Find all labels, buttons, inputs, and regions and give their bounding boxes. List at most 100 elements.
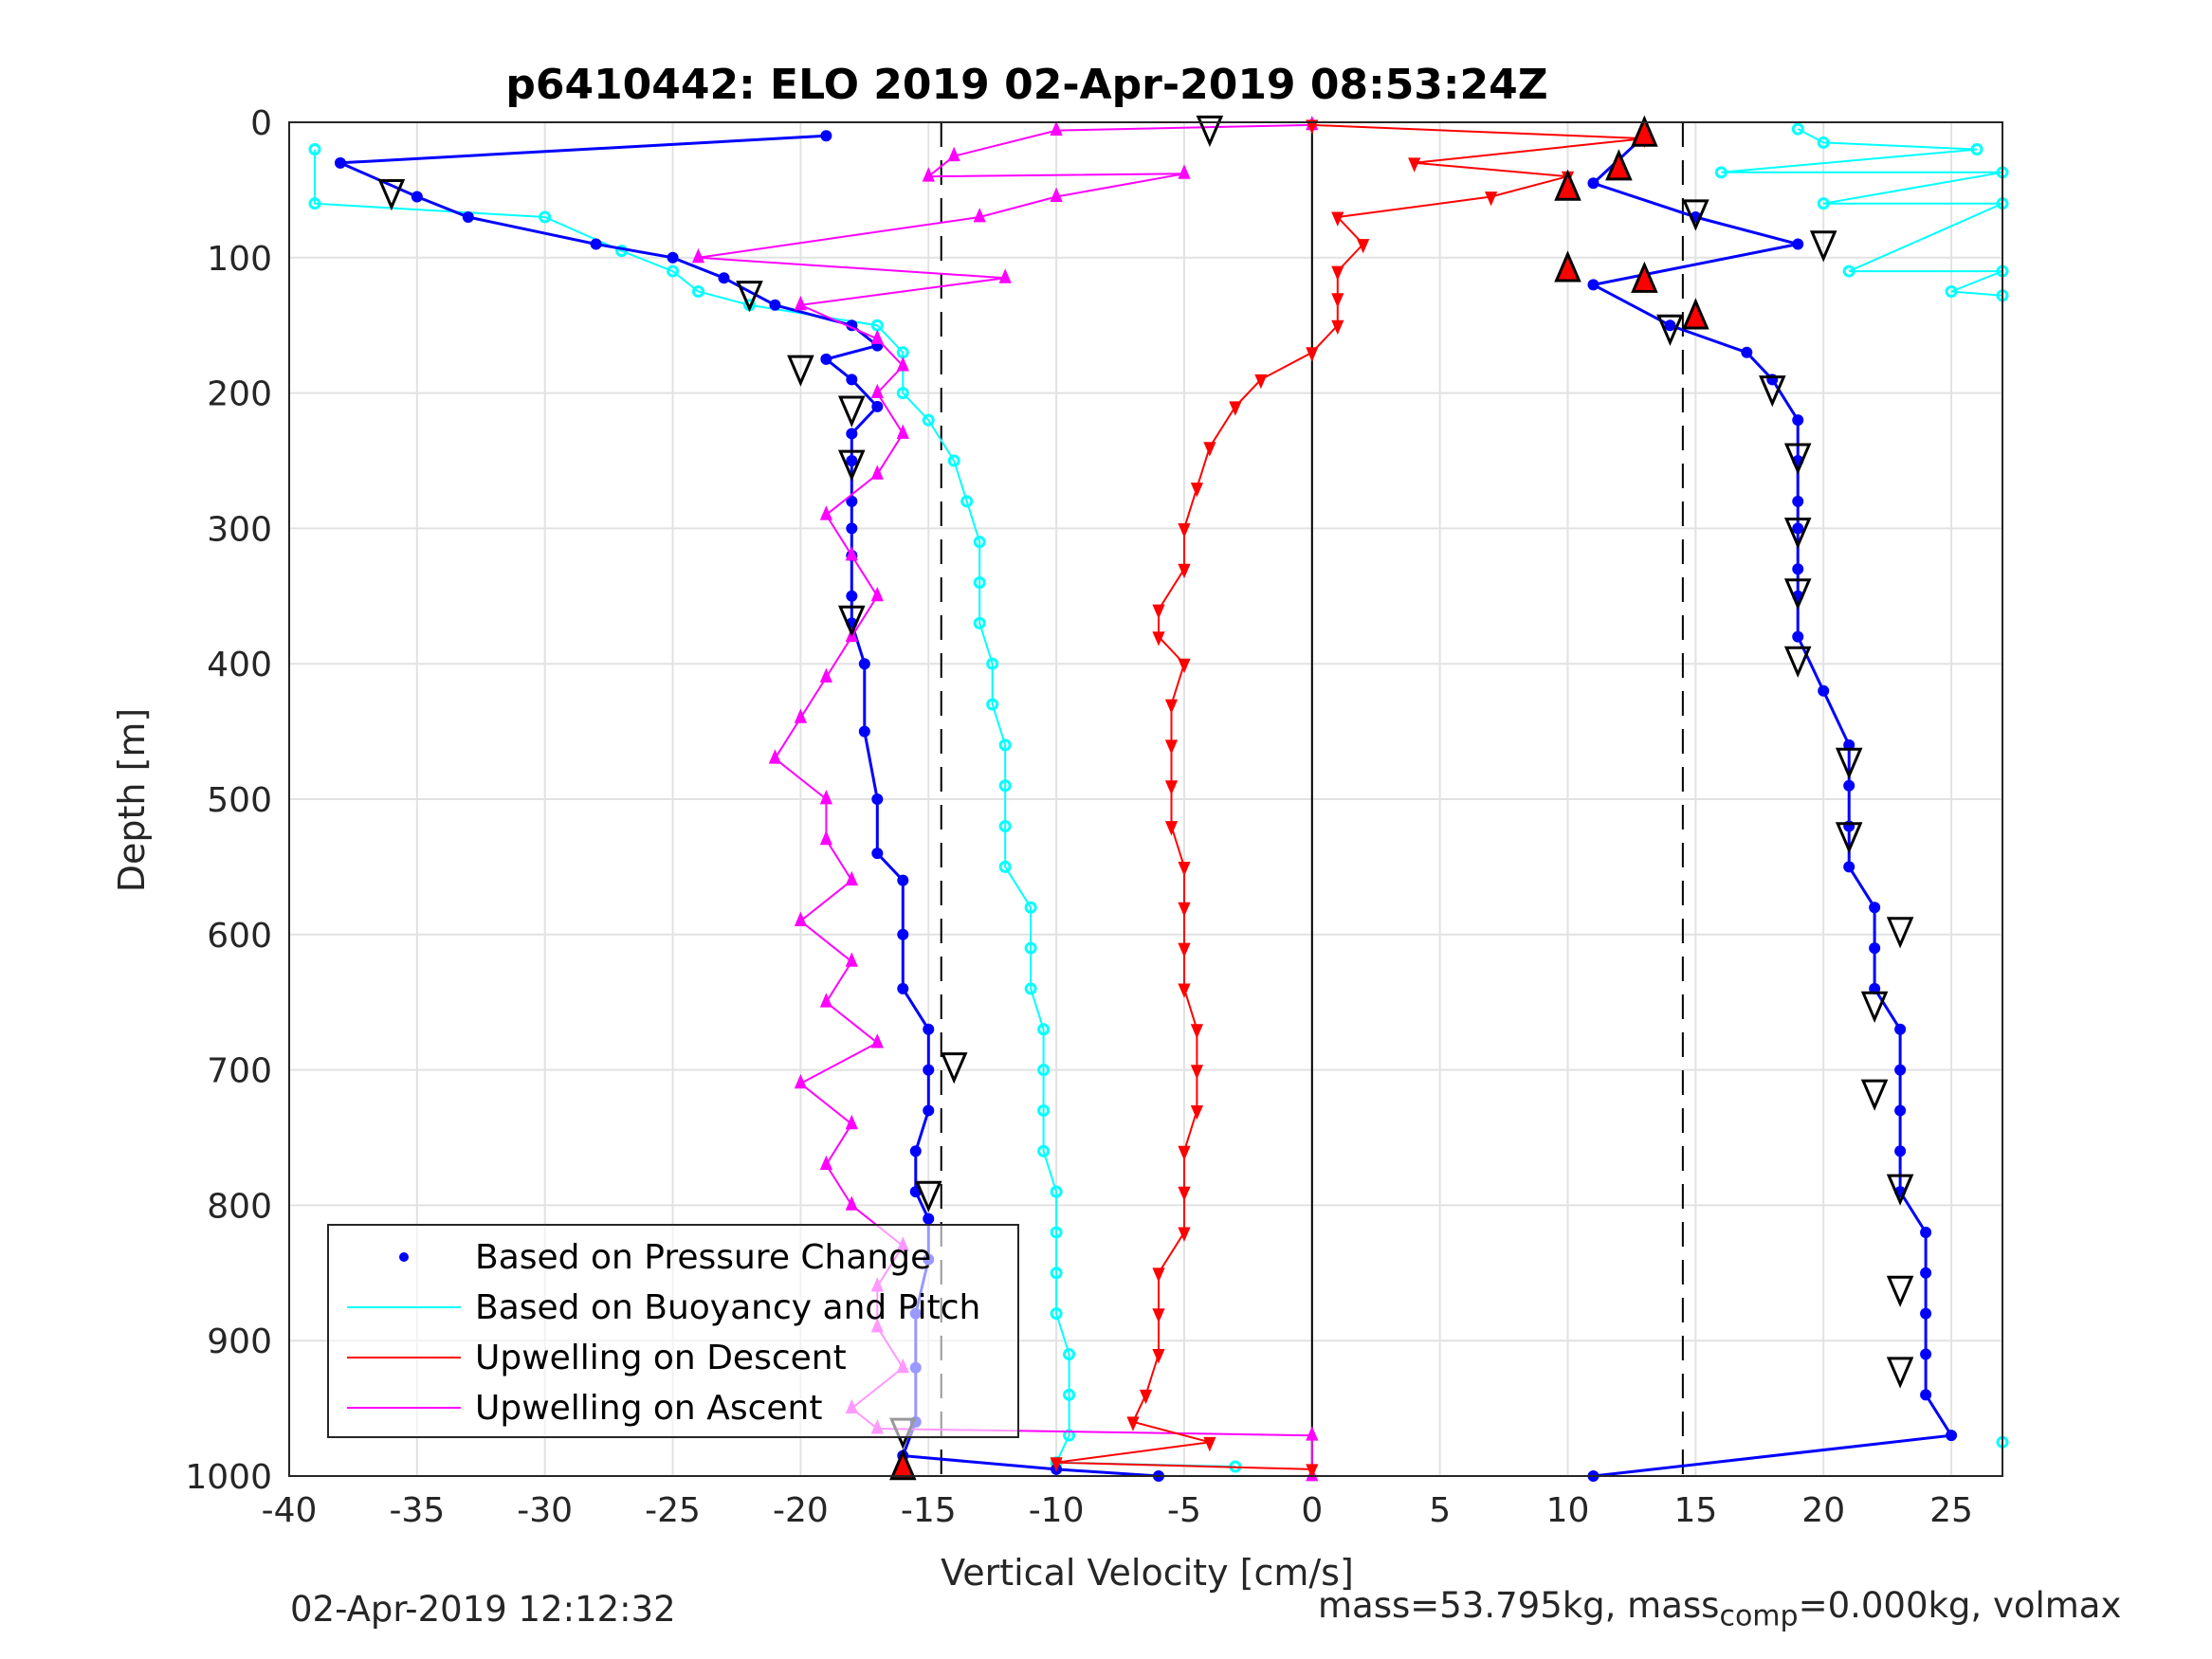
buoyancy-point [1063,1347,1076,1360]
buoyancy-point [667,264,680,278]
legend-label: Upwelling on Ascent [475,1389,822,1428]
footer-timestamp: 02-Apr-2019 12:12:32 [290,1589,676,1630]
open-triangle-marker [1835,747,1863,779]
pressure-point [667,251,679,264]
buoyancy-ascent-line [1721,128,2003,1443]
upwelling-descent-point [1229,401,1242,416]
upwelling-descent-point [1408,157,1421,173]
upwelling-ascent-point [896,424,909,439]
axes-box [288,121,2003,1477]
buoyancy-point [998,738,1012,752]
buoyancy-point [1024,901,1037,914]
pressure-point [846,495,858,507]
upwelling-descent-point [1139,1389,1153,1405]
upwelling-descent-point [1152,1267,1165,1283]
y-tick-label: 400 [207,646,272,684]
pressure-point [909,1145,922,1158]
upwelling-ascent-point [819,505,832,520]
buoyancy-point [947,454,960,467]
upwelling-ascent-point [1050,187,1063,202]
pressure-point [1894,1064,1907,1076]
open-triangle-marker [915,1180,942,1212]
open-triangle-marker [1783,518,1812,550]
upwelling-ascent-point [870,465,884,480]
upwelling-descent-point [1164,821,1179,836]
footer-mass-text: mass=53.795kg, masscomp=0.000kg, volmax [1318,1585,2121,1632]
upwelling-ascent-point [973,208,986,223]
pressure-point [1792,522,1804,535]
x-tick-label: -30 [517,1491,573,1530]
pressure-point [846,522,858,535]
buoyancy-point [1063,1388,1076,1401]
pressure-point [923,1023,935,1035]
pressure-point [1894,1023,1907,1035]
buoyancy-point [973,576,986,590]
y-tick-label: 200 [207,375,272,414]
pressure-point [1792,238,1804,250]
upwelling-ascent-point [845,1114,858,1130]
x-tick-label: -15 [901,1491,957,1530]
upwelling-ascent-point [819,790,832,805]
pressure-point [871,400,884,412]
buoyancy-point [692,285,705,298]
pressure-point [820,353,832,365]
pressure-point [897,982,909,994]
buoyancy-point [1817,136,1830,149]
pressure-point [871,848,884,860]
legend-label: Upwelling on Descent [475,1339,847,1377]
buoyancy-point [1037,1023,1051,1036]
buoyancy-point [1050,1226,1063,1239]
red-triangle-marker [1554,250,1581,283]
pressure-point [923,1064,935,1076]
pressure-point [1920,1307,1932,1320]
upwelling-descent-point [1203,442,1216,457]
upwelling-descent-point [1190,1105,1203,1121]
open-triangle-marker [1835,822,1863,854]
pressure-point [923,1104,935,1117]
upwelling-descent-point [1178,902,1191,918]
upwelling-ascent-point [870,329,884,344]
open-triangle-marker [1759,375,1786,408]
upwelling-descent-point [1178,658,1191,674]
upwelling-descent-point [1357,239,1370,254]
upwelling-descent-point [1306,347,1319,362]
pressure-point [1843,861,1856,873]
upwelling-descent-point [1306,1464,1319,1479]
pressure-point [1792,563,1804,575]
upwelling-descent-point [1152,631,1165,647]
x-tick-label: -40 [262,1491,318,1530]
open-triangle-marker [1886,1275,1914,1307]
pressure-point [871,793,884,805]
buoyancy-point [998,779,1012,793]
x-tick-label: 0 [1301,1491,1323,1530]
upwelling-descent-point [1190,483,1203,498]
buoyancy-point [1714,166,1728,179]
upwelling-descent-point [1152,1349,1165,1364]
open-triangle-marker [787,355,814,387]
upwelling-descent-point [1178,523,1191,538]
red-triangle-marker [889,1449,917,1481]
pressure-point [462,210,474,223]
upwelling-descent-point [1306,119,1319,135]
upwelling-ascent-point [947,146,960,162]
upwelling-ascent-point [1178,164,1191,179]
upwelling-descent-point [1254,374,1268,390]
y-tick-label: 1000 [185,1458,272,1497]
marker-layer [377,115,1914,1482]
pressure-point [334,156,346,169]
x-tick-label: 20 [1801,1491,1845,1530]
mass-subscript: comp [1719,1599,1799,1633]
tick-labels: -40 -35 -30 -25 -20 -15 -10 -5 0 5 10 15 20 25 0 100 200… [185,104,1973,1530]
pressure-point [1869,902,1881,914]
y-tick-label: 600 [207,917,272,956]
pressure-point [897,874,909,886]
open-triangle-marker [1809,230,1837,263]
buoyancy-point [539,210,552,224]
y-tick-label: 800 [207,1187,272,1226]
buoyancy-point [1037,1103,1051,1117]
pressure-point [1792,414,1804,427]
buoyancy-point [1050,1185,1063,1198]
buoyancy-point [1037,1064,1051,1077]
x-tick-label: 5 [1429,1491,1451,1530]
